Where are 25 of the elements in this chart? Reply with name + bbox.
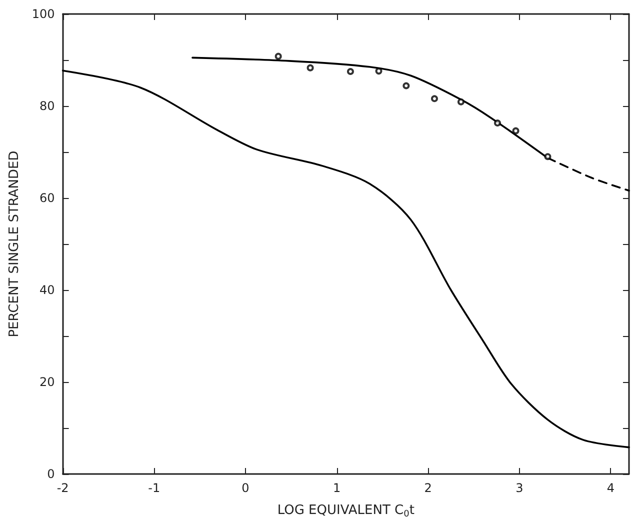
x-tick-label: 0 <box>242 481 250 495</box>
x-tick-label: 3 <box>516 481 524 495</box>
x-tick-label: -1 <box>148 481 160 495</box>
line-series <box>62 70 630 448</box>
point <box>512 127 520 134</box>
y-tick-label: 100 <box>32 7 55 21</box>
x-tick-label: 2 <box>424 481 432 495</box>
y-tick-label: 80 <box>40 99 55 113</box>
y-tick-label: 0 <box>47 467 55 481</box>
point <box>346 68 354 75</box>
point <box>457 98 464 106</box>
x-tick-label: 4 <box>606 481 615 495</box>
y-tick-label: 60 <box>40 191 55 205</box>
x-tick-label: 1 <box>332 481 341 495</box>
point <box>306 64 314 72</box>
point <box>375 68 382 75</box>
x-tick-label: -2 <box>56 481 69 495</box>
y-axis-title: PERCENT SINGLE STRANDED <box>7 150 22 338</box>
y-tick-label: 40 <box>40 283 55 297</box>
point <box>494 120 501 127</box>
point <box>402 82 410 90</box>
y-tick-label: 20 <box>40 375 55 389</box>
point <box>274 52 282 60</box>
point <box>430 95 438 102</box>
point <box>544 153 552 160</box>
